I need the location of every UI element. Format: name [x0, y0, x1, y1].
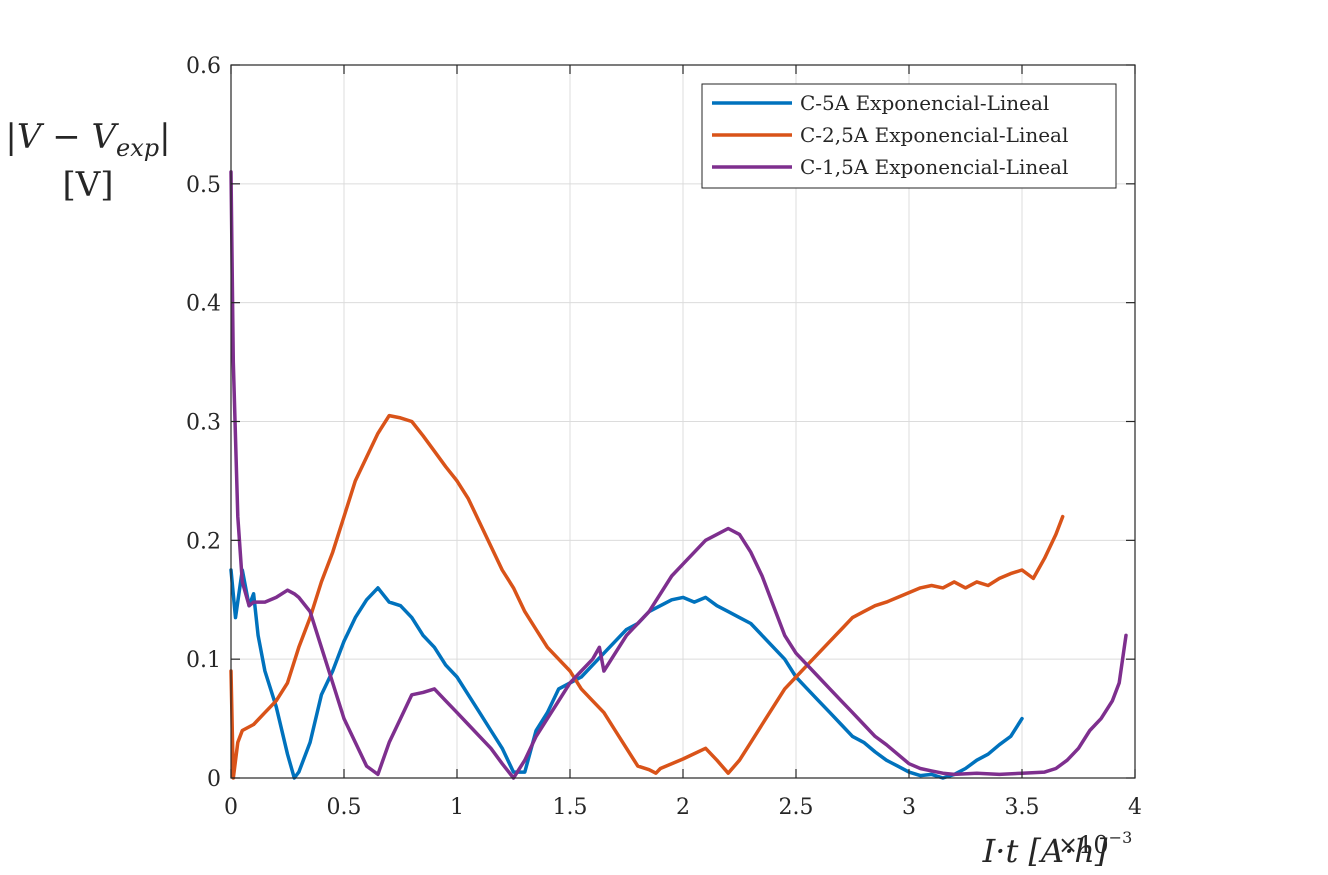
- series-line-3: [229, 170, 1128, 780]
- y-tick-label: 0.4: [186, 292, 221, 317]
- y-axis-label-main: |V − V: [5, 117, 119, 157]
- series-line-1: [229, 568, 1024, 780]
- y-tick-labels: 0 0.1 0.2 0.3 0.4 0.5 0.6: [186, 54, 221, 792]
- x-tick-label: 4: [1128, 795, 1142, 820]
- y-axis-unit: [V]: [62, 165, 113, 205]
- ticks: [230, 64, 1136, 779]
- legend-label: C-2,5A Exponencial-Lineal: [800, 123, 1068, 147]
- x-tick-label: 0: [224, 795, 238, 820]
- x-exponent-base: ×10: [1058, 831, 1109, 859]
- x-exponent-label: ×10−3: [1058, 828, 1132, 859]
- x-tick-label: 3: [902, 795, 916, 820]
- x-tick-label: 2.5: [779, 795, 814, 820]
- y-tick-label: 0.2: [186, 529, 221, 554]
- legend-label: C-1,5A Exponencial-Lineal: [800, 155, 1068, 179]
- x-tick-label: 3.5: [1005, 795, 1040, 820]
- y-tick-label: 0.1: [186, 648, 221, 673]
- y-axis-label: |V − Vexp|: [5, 117, 170, 162]
- x-axis-label: I·t [A·h]: [982, 832, 1108, 870]
- x-tick-label: 1.5: [553, 795, 588, 820]
- x-tick-label: 0.5: [327, 795, 362, 820]
- y-tick-label: 0.3: [186, 411, 221, 436]
- series-group: [229, 170, 1128, 780]
- y-tick-label: 0: [207, 767, 221, 792]
- x-tick-label: 1: [450, 795, 464, 820]
- y-tick-label: 0.5: [186, 173, 221, 198]
- y-axis-label-end: |: [159, 117, 170, 157]
- x-exponent-power: −3: [1109, 828, 1133, 847]
- x-tick-label: 2: [676, 795, 690, 820]
- series-line-2: [229, 413, 1065, 780]
- legend-items: C-5A Exponencial-Lineal C-2,5A Exponencia…: [712, 91, 1068, 179]
- legend-label: C-5A Exponencial-Lineal: [800, 91, 1049, 115]
- y-tick-label: 0.6: [186, 54, 221, 79]
- x-tick-labels: 0 0.5 1 1.5 2 2.5 3 3.5 4: [224, 795, 1142, 820]
- y-axis-label-sub: exp: [116, 134, 159, 162]
- legend: C-5A Exponencial-Lineal C-2,5A Exponencia…: [701, 83, 1117, 189]
